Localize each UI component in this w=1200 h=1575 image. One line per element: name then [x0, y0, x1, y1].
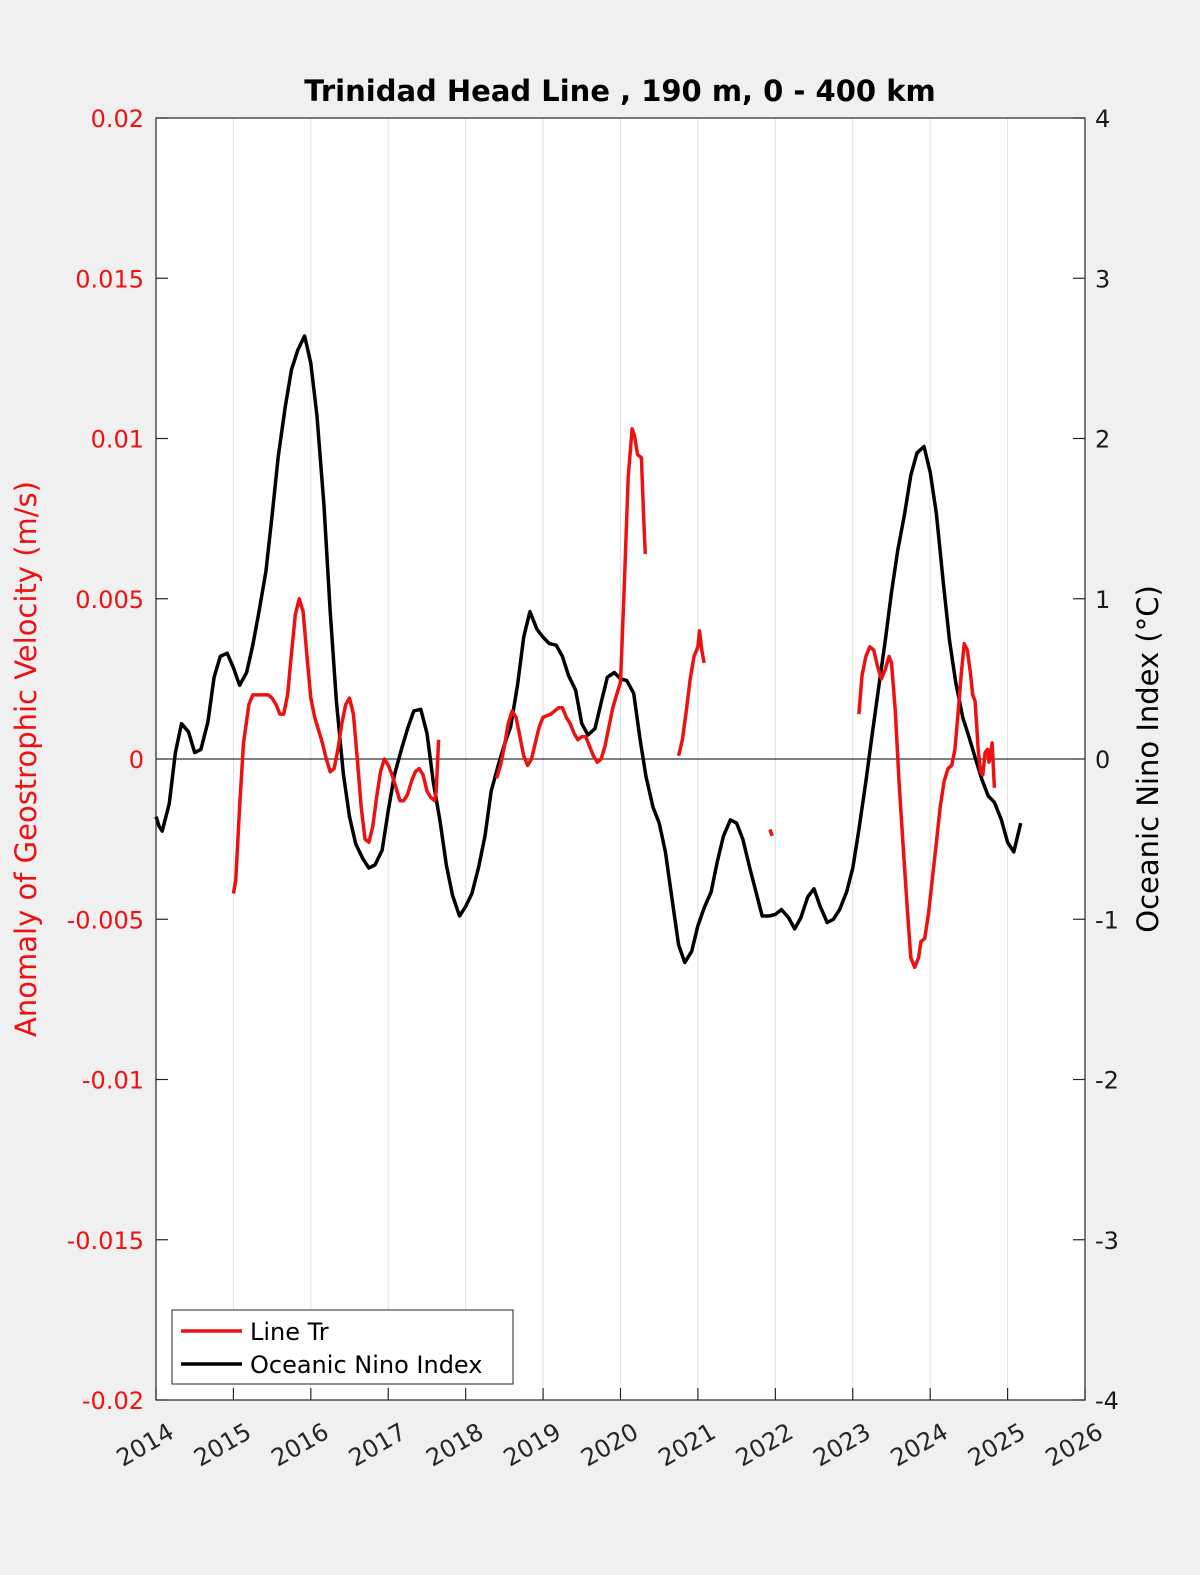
left-tick-label-0: 0.02	[91, 105, 144, 133]
series-line-tr-fragment-2	[857, 641, 997, 970]
left-tick-label-3: 0.005	[75, 586, 144, 614]
left-tick-label-2: 0.01	[91, 426, 144, 454]
left-tick-label-4: 0	[129, 746, 144, 774]
right-tick-label-7: -3	[1095, 1227, 1119, 1255]
chart-title: Trinidad Head Line , 190 m, 0 - 400 km	[304, 74, 935, 108]
y-axis-right-label: Oceanic Nino Index (°C)	[1131, 585, 1165, 933]
right-tick-label-6: -2	[1095, 1067, 1119, 1095]
left-tick-label-6: -0.01	[82, 1067, 144, 1095]
series-layer	[154, 334, 1023, 970]
right-tick-label-3: 1	[1095, 586, 1110, 614]
left-tick-label-5: -0.005	[67, 906, 144, 934]
right-tick-label-5: -1	[1095, 906, 1119, 934]
series-line-tr-fragment-0	[676, 629, 706, 757]
left-tick-label-8: -0.02	[82, 1387, 144, 1415]
right-tick-label-2: 2	[1095, 426, 1110, 454]
legend-box	[171, 1309, 514, 1385]
legend-label-line-tr: Line Tr	[250, 1318, 329, 1346]
series-oni-segment-0	[154, 334, 1023, 965]
right-tick-label-8: -4	[1095, 1387, 1119, 1415]
legend: Line Tr Oceanic Nino Index	[171, 1309, 514, 1385]
left-tick-label-1: 0.015	[75, 265, 144, 293]
series-line-tr-segment-0	[231, 597, 441, 894]
y-axis-left-label: Anomaly of Geostrophic Velocity (m/s)	[9, 481, 43, 1037]
left-tick-label-7: -0.015	[67, 1227, 144, 1255]
series-line-tr-fragment-1	[768, 828, 774, 837]
legend-label-oni: Oceanic Nino Index	[250, 1351, 482, 1379]
right-tick-label-4: 0	[1095, 746, 1110, 774]
right-tick-label-0: 4	[1095, 105, 1110, 133]
right-tick-label-1: 3	[1095, 265, 1110, 293]
series-line-tr-segment-1	[494, 427, 648, 779]
